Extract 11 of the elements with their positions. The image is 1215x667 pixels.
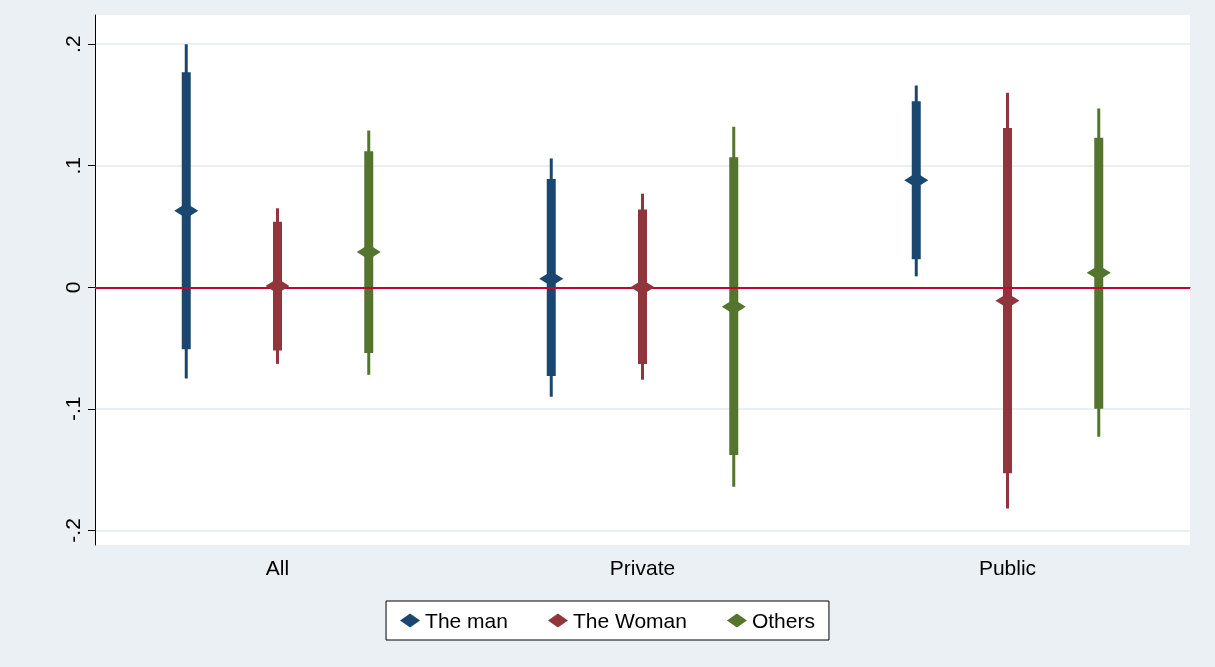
y-tick-label: .2 xyxy=(61,35,84,53)
legend-label: The man xyxy=(425,609,508,632)
y-tick-label: .1 xyxy=(61,156,84,175)
y-tick-label: 0 xyxy=(61,281,84,294)
x-tick-label: Private xyxy=(609,556,676,579)
y-tick-label: -.2 xyxy=(61,518,84,543)
legend-label: The Woman xyxy=(572,609,687,632)
legend-label: Others xyxy=(751,609,815,632)
x-tick-label: All xyxy=(265,556,290,579)
y-tick-label: -.1 xyxy=(61,396,84,422)
x-tick-label: Public xyxy=(978,556,1037,579)
